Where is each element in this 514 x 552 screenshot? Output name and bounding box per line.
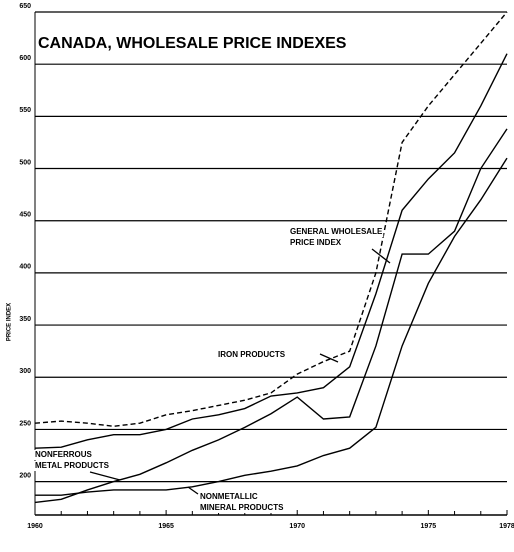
y-tick-label: 650 <box>19 3 31 10</box>
annotation: IRON PRODUCTS <box>218 350 286 359</box>
y-tick-label: 550 <box>19 107 31 114</box>
y-tick-label: 300 <box>19 368 31 375</box>
annotation-bg <box>217 350 287 360</box>
y-tick-label: 200 <box>19 472 31 479</box>
chart-title: CANADA, WHOLESALE PRICE INDEXES <box>38 35 347 52</box>
y-tick-label: 250 <box>19 420 31 427</box>
annotation-bg <box>34 450 93 460</box>
annotation-bg <box>199 503 285 513</box>
annotation-bg <box>199 492 259 502</box>
arrow <box>89 471 121 481</box>
arrow <box>319 353 339 363</box>
x-tick-label: 1978 <box>499 523 514 530</box>
y-tick-label: 350 <box>19 316 31 323</box>
arrow <box>187 486 199 495</box>
y-tick-label: 450 <box>19 212 31 219</box>
annotation: GENERAL WHOLESALE <box>290 227 383 236</box>
annotation-bg <box>289 227 384 237</box>
y-tick-label: 600 <box>19 55 31 62</box>
annotation: PRICE INDEX <box>290 238 342 247</box>
annotation: METAL PRODUCTS <box>35 461 110 470</box>
x-tick-label: 1970 <box>289 523 305 530</box>
x-tick-label: 1975 <box>421 523 437 530</box>
y-tick-label: 400 <box>19 264 31 271</box>
series-line <box>34 53 508 449</box>
series-line <box>34 128 508 504</box>
x-tick-label: 1960 <box>27 523 43 530</box>
annotation: NONMETALLIC <box>200 492 258 501</box>
annotation: MINERAL PRODUCTS <box>200 503 284 512</box>
series-line <box>35 157 508 496</box>
arrows <box>89 248 391 495</box>
x-tick-label: 1965 <box>158 523 174 530</box>
y-tick-label: 500 <box>19 159 31 166</box>
annotation-bg <box>34 461 110 471</box>
y-axis-label: PRICE INDEX <box>7 303 13 341</box>
series-line <box>34 11 508 428</box>
annotation: NONFERROUS <box>35 450 93 459</box>
annotation-bg <box>289 238 343 248</box>
